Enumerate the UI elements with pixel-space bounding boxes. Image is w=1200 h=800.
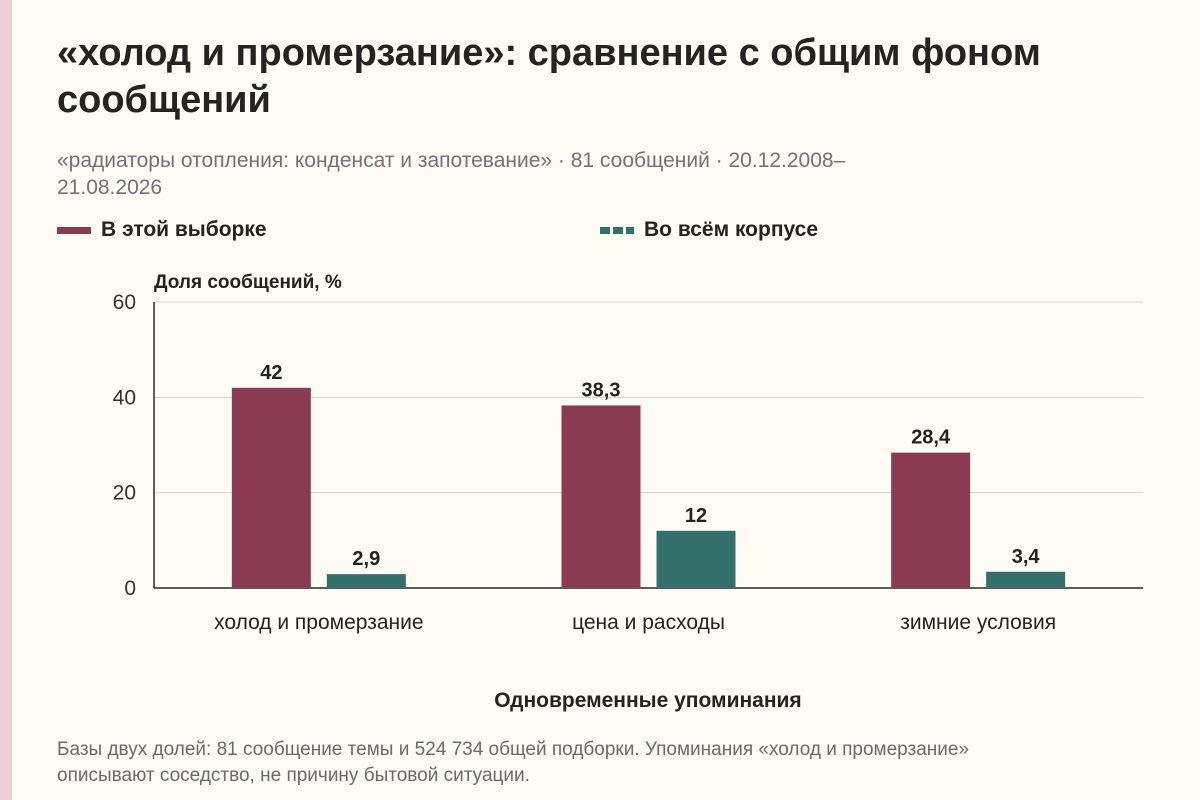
y-tick-label: 0 bbox=[124, 577, 136, 600]
bar-sample bbox=[891, 452, 971, 588]
y-axis-label: Доля сообщений, % bbox=[154, 272, 342, 293]
legend-label-sample: В этой выборке bbox=[101, 218, 267, 241]
bar-sample bbox=[231, 387, 311, 588]
left-edge-strip bbox=[0, 0, 12, 800]
chart-subtitle: «радиаторы отопления: конденсат и запоте… bbox=[57, 149, 846, 199]
data-label: 28,4 bbox=[911, 427, 951, 449]
legend-swatch-corpus bbox=[600, 226, 634, 234]
legend-label-corpus: Во всём корпусе bbox=[644, 218, 819, 241]
data-label: 12 bbox=[685, 505, 707, 527]
y-tick-label: 40 bbox=[113, 386, 136, 409]
x-tick-label: зимние условия bbox=[900, 611, 1056, 634]
bar-corpus bbox=[656, 530, 736, 588]
x-axis-title: Одновременные упоминания bbox=[494, 689, 801, 712]
bar-sample bbox=[561, 405, 641, 588]
x-tick-label: холод и промерзание bbox=[214, 611, 423, 634]
bar-corpus bbox=[326, 574, 406, 588]
legend-swatch-sample bbox=[57, 226, 91, 234]
chart-title: «холод и промерзание»: сравнение с общим… bbox=[57, 32, 1041, 121]
legend-item-corpus: Во всём корпусе bbox=[600, 218, 818, 242]
bar-corpus bbox=[986, 571, 1066, 588]
data-label: 42 bbox=[260, 362, 282, 384]
y-tick-label: 20 bbox=[113, 482, 136, 505]
footnote: Базы двух долей: 81 сообщение темы и 524… bbox=[57, 739, 970, 786]
legend: В этой выборке Во всём корпусе bbox=[0, 218, 1200, 248]
y-tick-label: 60 bbox=[113, 291, 136, 314]
legend-item-sample: В этой выборке bbox=[57, 218, 267, 242]
data-label: 3,4 bbox=[1012, 546, 1041, 568]
data-label: 38,3 bbox=[582, 379, 621, 401]
x-tick-label: цена и расходы bbox=[572, 611, 725, 634]
data-label: 2,9 bbox=[352, 548, 380, 570]
